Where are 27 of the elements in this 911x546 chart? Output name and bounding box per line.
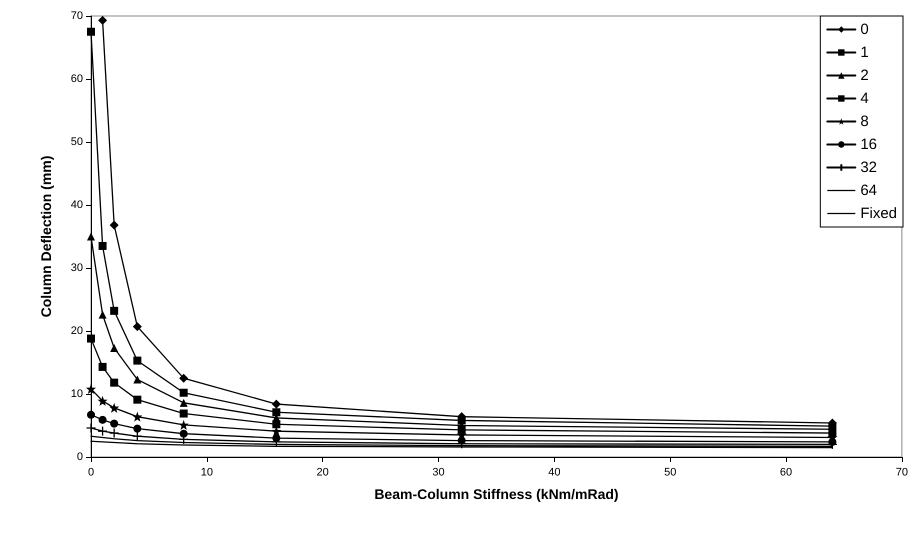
legend-label: 0 — [860, 21, 869, 38]
legend-label: 64 — [860, 182, 878, 199]
legend-label: 4 — [860, 90, 869, 107]
legend-label: 32 — [860, 159, 878, 176]
y-tick-label: 20 — [70, 325, 83, 337]
legend-label: 2 — [860, 67, 869, 84]
x-tick-label: 40 — [548, 466, 560, 478]
y-tick-label: 70 — [70, 10, 83, 22]
legend-label: 16 — [860, 136, 878, 153]
legend-label: 8 — [860, 113, 869, 130]
x-tick-label: 30 — [432, 466, 445, 478]
x-tick-label: 60 — [780, 466, 792, 478]
y-axis-title: Column Deflection (mm) — [38, 156, 54, 318]
x-tick-label: 70 — [896, 466, 908, 478]
legend-label: Fixed — [860, 205, 898, 222]
y-tick-label: 60 — [70, 73, 83, 85]
y-tick-label: 30 — [70, 262, 83, 274]
x-tick-label: 10 — [200, 466, 213, 478]
y-tick-label: 50 — [70, 136, 83, 148]
x-tick-label: 50 — [664, 466, 676, 478]
y-tick-label: 0 — [76, 451, 83, 463]
x-tick-label: 0 — [88, 466, 94, 478]
x-axis-title: Beam-Column Stiffness (kNm/mRad) — [374, 486, 619, 502]
legend-label: 1 — [860, 44, 869, 61]
y-tick-label: 40 — [70, 199, 83, 211]
x-tick-label: 20 — [316, 466, 329, 478]
y-tick-label: 10 — [70, 388, 83, 400]
